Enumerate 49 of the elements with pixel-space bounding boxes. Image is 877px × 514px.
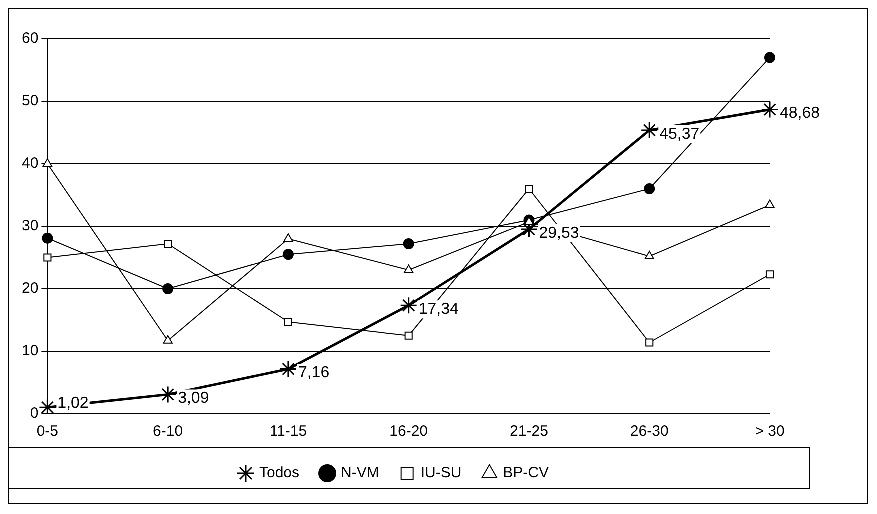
point	[761, 101, 779, 118]
data-label: 1,02	[58, 395, 89, 412]
point	[403, 238, 414, 250]
legend-label: IU-SU	[420, 464, 462, 482]
point	[765, 200, 775, 208]
point	[646, 338, 654, 347]
y-tick-label: 40	[22, 155, 39, 172]
point	[38, 398, 56, 414]
y-tick-label: 20	[22, 280, 39, 298]
x-tick-label: 0-5	[36, 423, 59, 440]
point	[766, 270, 774, 279]
point	[280, 360, 298, 378]
point	[282, 249, 294, 260]
point	[162, 284, 174, 294]
y-tick-label: 60	[22, 30, 39, 48]
y-tick-label: 50	[22, 92, 39, 110]
point	[42, 232, 54, 244]
y-tick-label: 30	[22, 218, 39, 235]
point	[284, 318, 292, 326]
point	[640, 122, 658, 140]
data-label: 29,53	[539, 224, 580, 242]
x-tick-label: > 30	[755, 423, 785, 440]
point	[44, 254, 52, 262]
point	[764, 52, 776, 64]
point	[644, 184, 656, 194]
point	[164, 240, 172, 248]
point	[400, 296, 418, 314]
point	[644, 251, 654, 260]
point	[163, 335, 173, 344]
x-tick-label: 11-15	[270, 423, 308, 440]
x-tick-label: 26-30	[630, 423, 669, 440]
point	[404, 332, 413, 340]
data-label: 17,34	[418, 301, 459, 318]
point	[159, 386, 177, 404]
x-tick-label: 21-25	[510, 423, 548, 440]
point	[284, 234, 294, 242]
legend-label: BP-CV	[503, 464, 550, 482]
x-tick-label: 6-10	[153, 423, 184, 440]
data-label: 3,09	[178, 390, 210, 408]
x-tick-label: 16-20	[390, 423, 428, 440]
data-label: 45,37	[660, 126, 700, 143]
legend-label: Todos	[259, 464, 300, 482]
y-tick-label: 0	[30, 405, 39, 422]
legend-label: N-VM	[341, 464, 380, 482]
data-label: 48,68	[780, 105, 820, 122]
data-label: 7,16	[298, 364, 330, 382]
point	[525, 184, 534, 194]
y-tick-label: 10	[22, 342, 39, 360]
point	[404, 264, 414, 274]
